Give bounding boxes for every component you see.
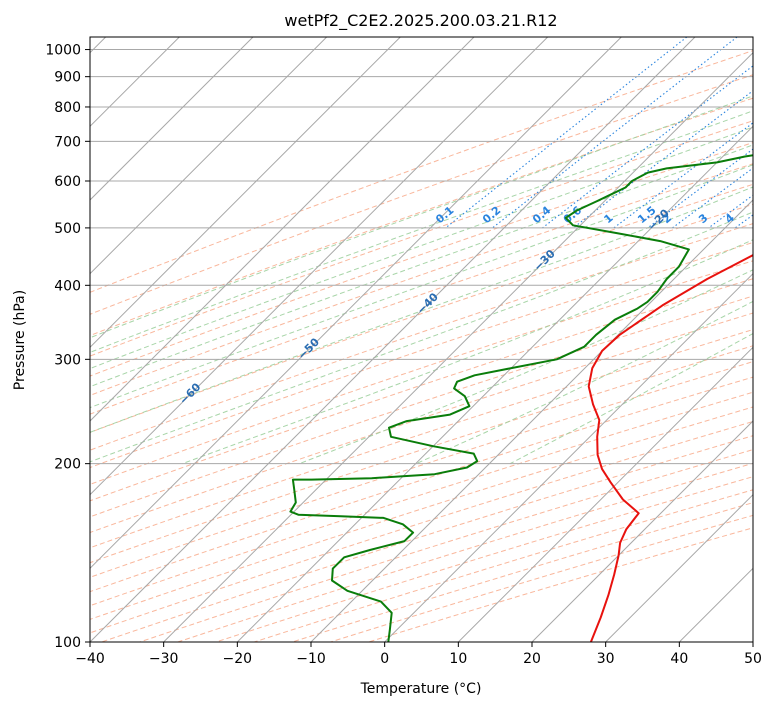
y-tick-label: 100 [54,635,81,651]
x-tick-label: 0 [380,651,389,667]
y-tick-label: 400 [54,278,81,294]
sounding-series [289,154,753,642]
isotherm [384,272,753,642]
dry-adiabat [90,241,753,469]
y-tick-label: 300 [54,352,81,368]
x-tick-label: 20 [523,651,541,667]
isotherm [163,51,753,642]
y-tick-label: 600 [54,174,81,190]
chart-title: wetPf2_C2E2.2025.200.03.21.R12 [284,11,557,31]
isotherm [90,37,475,422]
isotherm [90,37,549,496]
x-tick-label: −30 [149,651,179,667]
dry-adiabat [90,163,753,396]
isotherm [236,125,753,642]
dry-adiabat [90,345,753,564]
isotherm [90,37,328,275]
y-tick-label: 200 [54,457,81,473]
x-tick-label: 40 [670,651,688,667]
x-tick-label: −10 [296,651,326,667]
plot-frame [89,36,754,643]
x-axis: −40 −30 −20 −10 0 10 20 30 40 50 [75,642,762,667]
y-tick-label: 800 [54,100,81,116]
dry-adiabat [90,312,753,534]
isotherm [457,346,753,642]
background-lines [90,37,753,642]
dry-adiabat [90,50,753,293]
mixing-ratio-line [572,90,753,229]
mixing-ratio-line [672,167,753,229]
moist-adiabat [90,110,753,353]
x-tick-label: −40 [75,651,105,667]
isotherm [90,37,622,570]
y-tick-label: 700 [54,134,81,150]
moist-adiabat [90,186,753,433]
y-tick-label: 500 [54,221,81,237]
dry-adiabat [90,376,753,593]
dry-adiabat [90,361,753,578]
x-tick-label: 30 [597,651,615,667]
pressure-gridlines [90,49,753,642]
x-tick-label: 10 [449,651,467,667]
isotherm [90,37,696,642]
y-tick-label: 1000 [45,43,81,59]
x-axis-label: Temperature (°C) [360,681,482,697]
isotherm [90,37,254,201]
isotherm [531,420,753,642]
moist-adiabat [182,239,753,465]
dry-adiabat [90,329,753,549]
isotherm [605,493,753,642]
dry-adiabat [90,142,753,377]
dry-adiabat [90,391,753,607]
y-axis: 100 200 300 400 500 600 700 800 900 1000 [45,43,90,651]
dry-adiabat [90,295,753,518]
moist-adiabat [90,144,753,388]
dry-adiabat [90,278,753,502]
x-tick-label: −20 [223,651,253,667]
y-tick-label: 900 [54,70,81,86]
dry-adiabat [90,97,753,337]
y-axis-label: Pressure (hPa) [12,290,28,390]
dewpoint-line [289,154,753,642]
mixing-ratio-line [542,65,753,229]
dry-adiabat [90,223,753,451]
isotherm [90,37,401,349]
x-tick-label: 50 [744,651,762,667]
temperature-line [587,253,753,642]
